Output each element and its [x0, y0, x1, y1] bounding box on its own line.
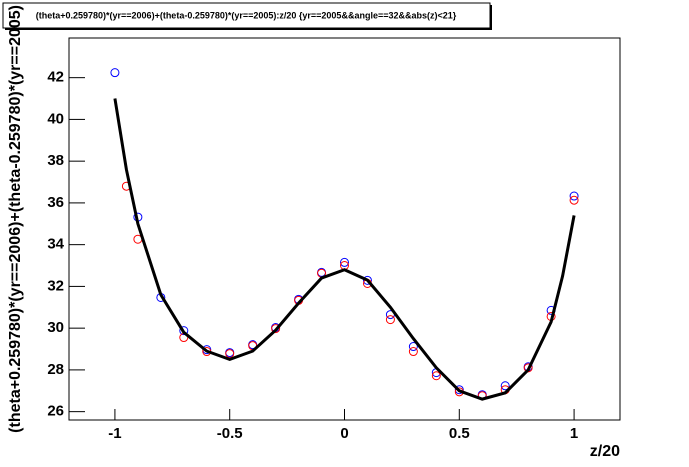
point [225, 349, 235, 359]
y-tick-label: 34 [47, 236, 64, 253]
point [179, 326, 189, 336]
chart-title: (theta+0.259780)*(yr==2006)+(theta-0.259… [36, 10, 457, 20]
point [340, 257, 349, 267]
point [454, 385, 464, 395]
point [569, 191, 579, 201]
frame [68, 37, 621, 421]
y-tick-label: 26 [47, 403, 64, 420]
x-tick-label: -1 [108, 425, 121, 442]
y-tick-label: 38 [47, 152, 64, 169]
x-tick-label: 0.5 [449, 425, 470, 442]
point [110, 68, 120, 78]
y-tick-label: 40 [47, 110, 64, 127]
x-axis-label: z/20 [590, 443, 620, 460]
point [362, 275, 372, 285]
point [500, 381, 510, 391]
y-tick-label: 36 [47, 194, 64, 211]
y-tick-label: 32 [47, 277, 64, 294]
point [408, 342, 418, 352]
y-tick-label: 42 [47, 69, 64, 86]
x-tick-label: -0.5 [217, 425, 243, 442]
point [569, 195, 579, 205]
x-tick-label: 0 [340, 425, 348, 442]
y-tick-label: 28 [47, 361, 64, 378]
y-tick-label: 30 [47, 319, 64, 336]
point [408, 347, 418, 357]
point [271, 324, 281, 334]
point [385, 315, 395, 325]
point [431, 371, 441, 381]
y-axis-label: (theta+0.259780)*(yr==2006)+(theta-0.259… [7, 5, 24, 433]
fit-line [113, 98, 576, 401]
x-tick-label: 1 [570, 425, 578, 442]
title-box [2, 2, 491, 29]
